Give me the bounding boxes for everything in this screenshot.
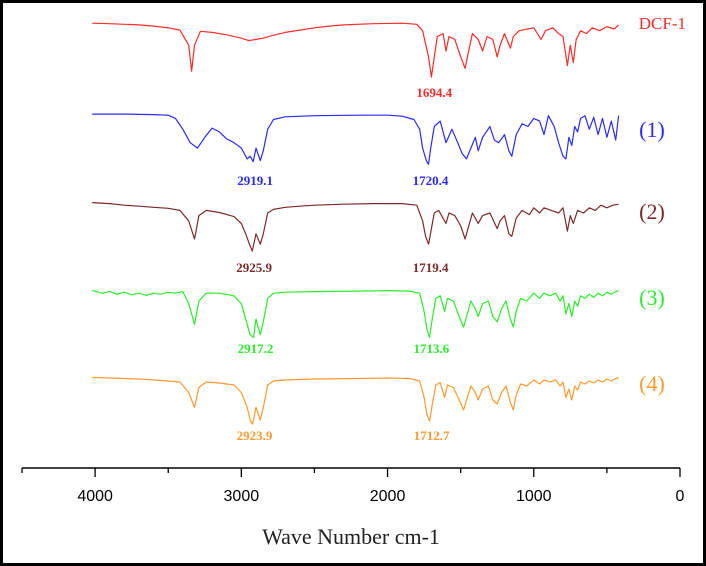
series-name-1: (1) [639, 117, 665, 142]
spectrum-line-0 [92, 22, 620, 78]
peak-label-1-0: 2919.1 [237, 173, 273, 188]
tick-label-0: 0 [676, 488, 685, 505]
series-3: 2917.2 1713.6 (3) [92, 285, 665, 356]
series-name-0: DCF-1 [639, 14, 686, 33]
series-0: 1694.4 DCF-1 [92, 14, 686, 100]
series-4: 2923.9 1712.7 (4) [92, 371, 665, 443]
peak-label-3-0: 2917.2 [238, 341, 274, 356]
spectrum-line-3 [92, 290, 619, 338]
tick-label-2000: 2000 [370, 488, 406, 505]
spectrum-line-4 [92, 376, 619, 425]
series-name-4: (4) [639, 371, 665, 396]
peak-label-2-1: 1719.4 [413, 260, 449, 275]
peak-label-0-0: 1694.4 [416, 85, 452, 100]
spectrum-line-1 [92, 113, 620, 165]
series-name-2: (2) [639, 199, 665, 224]
series-name-3: (3) [639, 285, 665, 310]
tick-label-3000: 3000 [224, 488, 260, 505]
peak-label-3-1: 1713.6 [414, 341, 450, 356]
tick-label-1000: 1000 [516, 488, 552, 505]
x-axis: 4000 3000 2000 1000 0 [21, 467, 685, 505]
spectrum-line-2 [92, 202, 619, 252]
peak-label-4-1: 1712.7 [414, 428, 450, 443]
peak-label-2-0: 2925.9 [236, 260, 272, 275]
x-axis-title: Wave Number cm-1 [262, 524, 440, 549]
series-layer: 1694.4 DCF-1 2919.1 1720.4 (1) 2925.9 1719.4 (2… [92, 14, 686, 443]
series-2: 2925.9 1719.4 (2) [92, 199, 665, 275]
peak-label-4-0: 2923.9 [237, 428, 273, 443]
series-1: 2919.1 1720.4 (1) [92, 113, 665, 188]
tick-label-4000: 4000 [77, 488, 113, 505]
peak-label-1-1: 1720.4 [413, 173, 449, 188]
